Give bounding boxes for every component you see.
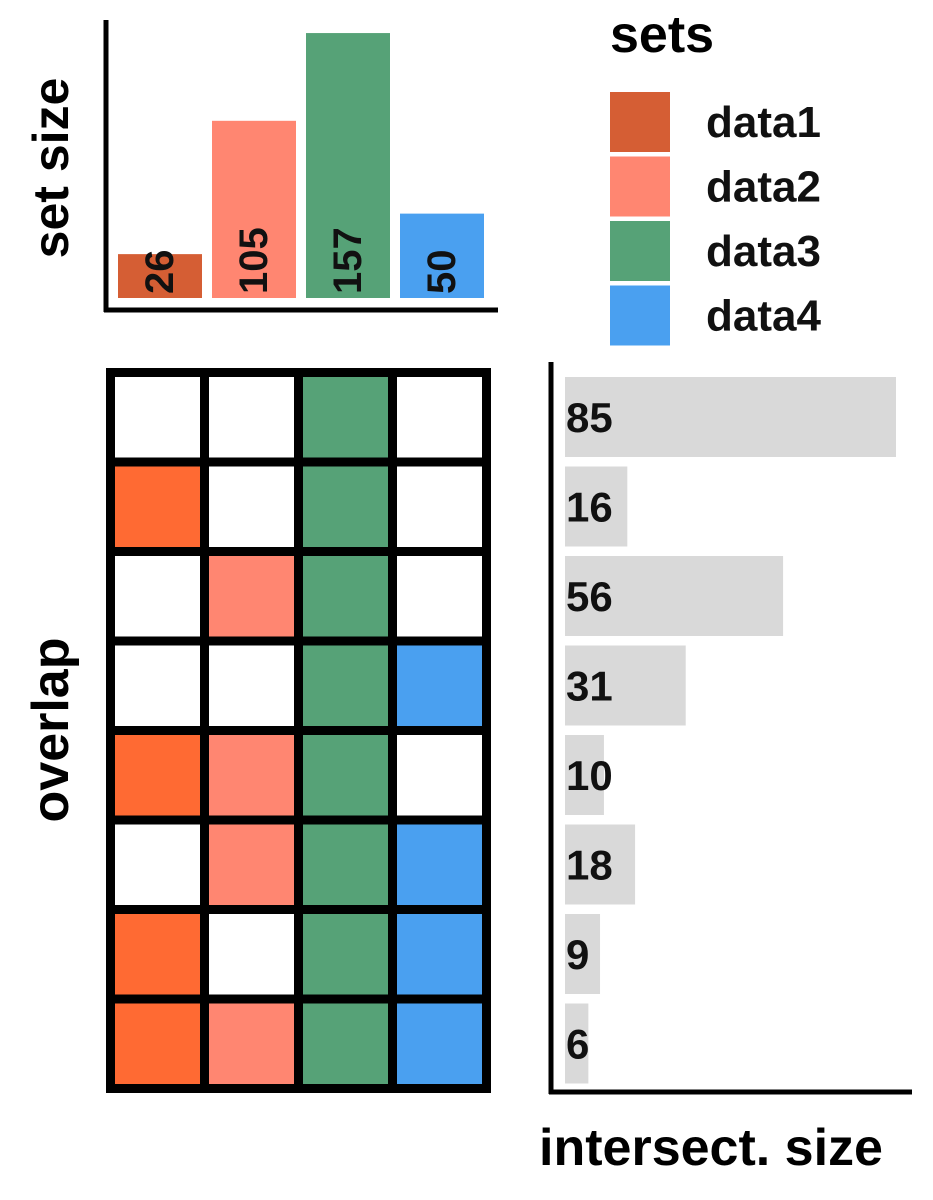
matrix-cell-r8-data4 (397, 1003, 482, 1084)
matrix-cell-r7-data1 (115, 914, 200, 995)
matrix-cell-r2-data2 (209, 466, 294, 547)
matrix-cell-r7-data3 (303, 914, 388, 995)
matrix-cell-r6-data2 (209, 824, 294, 905)
intersect-label-6: 18 (566, 842, 613, 889)
intersect-bar-4 (565, 645, 686, 726)
legend-swatch-data2 (610, 156, 670, 217)
set-size-bar-data2 (212, 120, 296, 298)
set-size-label-data3: 157 (326, 227, 370, 294)
overlap-matrix: overlap (22, 368, 491, 1093)
legend-swatch-data1 (610, 92, 670, 152)
intersect-label-7: 9 (566, 931, 589, 978)
matrix-cell-r8-data2 (209, 1003, 294, 1084)
set-size-axis-title: set size (23, 78, 79, 259)
intersect-label-3: 56 (566, 573, 613, 620)
matrix-cell-r1-data4 (397, 377, 482, 458)
matrix-cell-r7-data4 (397, 914, 482, 995)
intersect-bar-8 (565, 1003, 589, 1084)
matrix-cell-r5-data3 (303, 735, 388, 816)
matrix-cell-r2-data1 (115, 466, 200, 547)
matrix-cell-r3-data1 (115, 556, 200, 637)
matrix-cell-r4-data1 (115, 645, 200, 726)
legend-swatch-data4 (610, 285, 670, 346)
set-size-label-data2: 105 (232, 227, 276, 294)
legend-label-data1: data1 (706, 98, 821, 147)
matrix-cell-r5-data2 (209, 735, 294, 816)
matrix-cell-r4-data4 (397, 645, 482, 726)
intersect-axis-title: intersect. size (539, 1119, 883, 1177)
intersect-label-2: 16 (566, 484, 613, 531)
legend-title: sets (610, 6, 714, 64)
matrix-cell-r3-data3 (303, 556, 388, 637)
legend-label-data2: data2 (706, 163, 821, 212)
intersect-bar-7 (565, 914, 601, 994)
intersect-label-4: 31 (566, 663, 613, 710)
matrix-cell-r4-data2 (209, 645, 294, 726)
legend-label-data4: data4 (706, 292, 821, 341)
set-size-panel: 26 105 157 50 set size (23, 20, 498, 313)
set-size-bar-data1 (118, 254, 202, 298)
intersect-bar-3 (565, 556, 784, 636)
intersect-bar-6 (565, 824, 636, 905)
matrix-cell-r5-data4 (397, 735, 482, 816)
matrix-cell-r1-data2 (209, 377, 294, 458)
matrix-cell-r1-data1 (115, 377, 200, 458)
intersect-label-5: 10 (566, 752, 613, 799)
overlap-axis-title: overlap (22, 638, 80, 823)
set-size-label-data1: 26 (138, 250, 182, 295)
set-size-bar-data3 (306, 33, 390, 298)
matrix-cell-r1-data3 (303, 377, 388, 458)
matrix-cell-r2-data4 (397, 466, 482, 547)
legend-label-data3: data3 (706, 227, 821, 276)
matrix-cell-r5-data1 (115, 735, 200, 816)
legend-swatch-data3 (610, 221, 670, 281)
intersect-bar-5 (565, 735, 604, 815)
set-size-bar-data4 (400, 213, 484, 298)
matrix-cell-r3-data4 (397, 556, 482, 637)
intersect-label-8: 6 (566, 1021, 589, 1068)
matrix-cell-r3-data2 (209, 556, 294, 637)
matrix-cell-r7-data2 (209, 914, 294, 995)
matrix-cell-r8-data1 (115, 1003, 200, 1084)
matrix-cell-r2-data3 (303, 466, 388, 547)
intersect-bar-1 (565, 377, 896, 457)
matrix-cell-r8-data3 (303, 1003, 388, 1084)
matrix-cell-r4-data3 (303, 645, 388, 726)
legend: sets data1 data2 data3 data4 (610, 6, 821, 346)
intersect-bar-2 (565, 466, 628, 547)
intersect-size-panel: 85 16 56 31 10 18 9 6 intersect. size (539, 362, 912, 1177)
set-size-label-data4: 50 (420, 250, 464, 295)
matrix-cell-r6-data1 (115, 824, 200, 905)
matrix-cell-r6-data3 (303, 824, 388, 905)
matrix-cell-r6-data4 (397, 824, 482, 905)
intersect-label-1: 85 (566, 394, 613, 441)
